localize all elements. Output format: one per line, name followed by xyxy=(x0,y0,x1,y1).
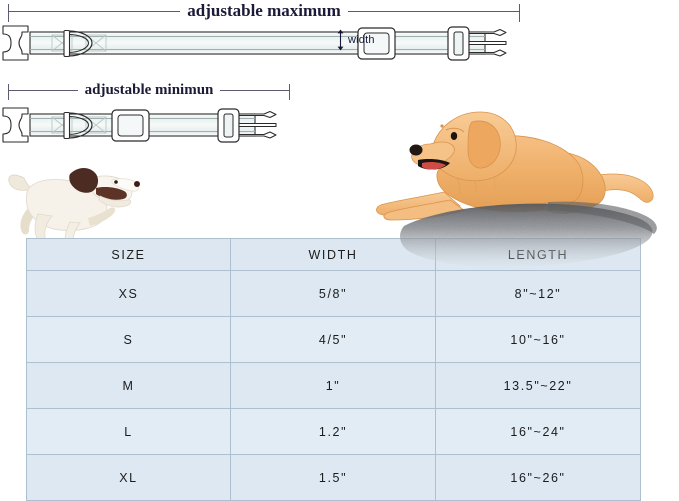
lying-golden-retriever-icon xyxy=(376,111,654,221)
cell-size: XS xyxy=(26,270,231,317)
cell-length: 8"~12" xyxy=(435,270,641,317)
cell-length: 16"~24" xyxy=(435,408,641,455)
heading-rule-left xyxy=(8,10,181,12)
adjustable-minimun-label: adjustable minimun xyxy=(84,82,214,98)
cell-size: M xyxy=(26,362,231,409)
adjustable-minimun-heading: adjustable minimun xyxy=(8,82,291,99)
table-row: XL 1.5" 16"~26" xyxy=(26,454,641,501)
cell-size: S xyxy=(26,316,231,363)
max-tick-right xyxy=(519,4,520,22)
table-row: L 1.2" 16"~24" xyxy=(26,408,641,455)
cell-width: 5/8" xyxy=(230,270,436,317)
infographic-canvas: adjustable maximum xyxy=(2,1,657,501)
adjustable-maximum-label: adjustable maximum xyxy=(187,1,341,20)
min-heading-rule-left xyxy=(8,90,78,91)
cell-size: XL xyxy=(26,454,231,501)
column-header-length: LENGTH xyxy=(435,238,641,271)
column-header-width: WIDTH xyxy=(230,238,436,271)
table-header-row: SIZE WIDTH LENGTH xyxy=(26,238,641,271)
running-dog-icon xyxy=(8,168,140,247)
max-tick-left xyxy=(8,4,9,22)
table-row: S 4/5" 10"~16" xyxy=(26,316,641,363)
cell-width: 1.2" xyxy=(230,408,436,455)
width-callout: width xyxy=(336,29,375,51)
column-header-size: SIZE xyxy=(26,238,231,271)
cell-length: 10"~16" xyxy=(435,316,641,363)
adjustable-maximum-heading: adjustable maximum xyxy=(8,1,521,21)
cell-width: 4/5" xyxy=(230,316,436,363)
size-chart-table: SIZE WIDTH LENGTH XS 5/8" 8"~12" S 4/5" … xyxy=(26,238,641,501)
collar-diagram-minimum xyxy=(2,107,277,143)
collar-diagram-maximum xyxy=(2,25,507,61)
min-tick-left xyxy=(8,84,9,100)
width-label: width xyxy=(348,34,375,46)
min-heading-rule-right xyxy=(220,90,291,91)
table-row: M 1" 13.5"~22" xyxy=(26,362,641,409)
cell-length: 13.5"~22" xyxy=(435,362,641,409)
min-tick-right xyxy=(289,84,290,100)
width-arrow-icon xyxy=(337,29,344,51)
cell-length: 16"~26" xyxy=(435,454,641,501)
table-row: XS 5/8" 8"~12" xyxy=(26,270,641,317)
cell-width: 1.5" xyxy=(230,454,436,501)
cell-width: 1" xyxy=(230,362,436,409)
heading-rule-right xyxy=(347,10,521,12)
cell-size: L xyxy=(26,408,231,455)
